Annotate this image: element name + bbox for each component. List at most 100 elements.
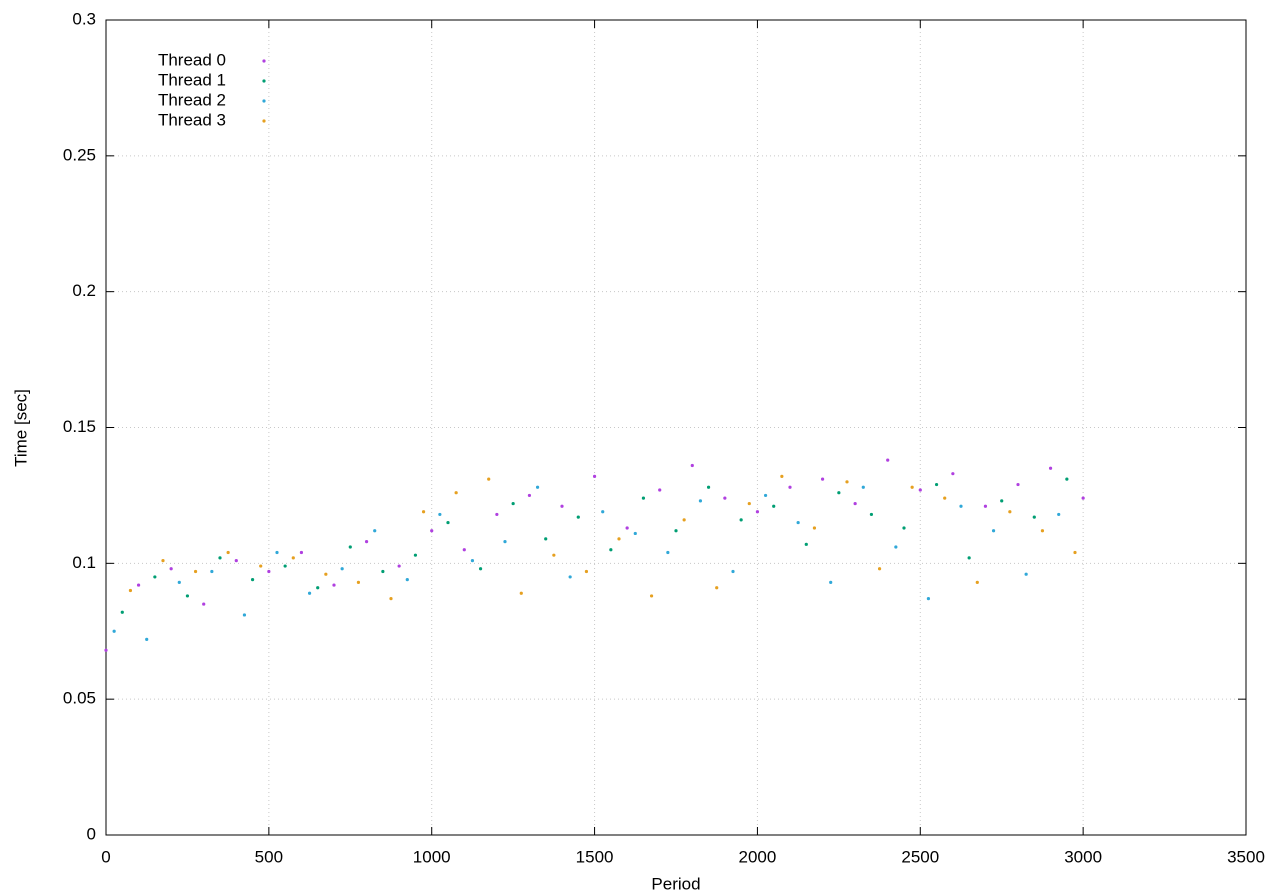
x-tick-label: 0	[101, 847, 110, 866]
point	[446, 520, 450, 525]
x-tick-label: 3000	[1064, 847, 1102, 866]
point	[185, 594, 190, 598]
x-tick-label: 2000	[739, 847, 777, 866]
point	[177, 580, 181, 584]
point	[373, 529, 377, 533]
point	[902, 526, 906, 530]
y-tick-label: 0.25	[63, 145, 96, 164]
point	[780, 474, 784, 478]
point	[1016, 482, 1020, 487]
point	[739, 518, 743, 522]
point	[682, 518, 686, 522]
point	[820, 477, 825, 481]
point	[641, 496, 646, 500]
point	[364, 540, 369, 544]
y-tick-label: 0	[87, 824, 96, 843]
point	[503, 540, 507, 544]
point	[894, 545, 898, 549]
point	[788, 485, 792, 489]
point	[633, 531, 637, 536]
point	[332, 583, 336, 587]
point	[413, 553, 418, 557]
point	[812, 526, 817, 530]
point	[975, 580, 979, 584]
point	[291, 556, 295, 560]
point	[462, 548, 466, 552]
point	[381, 569, 385, 574]
point	[511, 501, 515, 506]
point	[991, 529, 996, 533]
point	[796, 520, 800, 525]
point	[250, 578, 255, 582]
y-tick-label: 0.15	[63, 417, 96, 436]
point	[763, 493, 768, 498]
point	[943, 496, 947, 500]
point	[706, 485, 711, 489]
point	[519, 591, 523, 595]
point	[307, 591, 312, 595]
point	[161, 559, 165, 563]
point	[853, 501, 857, 506]
point	[478, 567, 483, 571]
point	[348, 545, 352, 549]
y-tick-label: 0.2	[72, 281, 96, 300]
point	[527, 493, 532, 498]
legend-label: Thread 1	[158, 70, 226, 89]
y-tick-label: 0.05	[63, 689, 96, 708]
point	[104, 648, 108, 652]
point	[544, 537, 548, 541]
point	[1024, 572, 1028, 576]
point	[1048, 466, 1053, 470]
x-tick-label: 1500	[576, 847, 614, 866]
point	[584, 569, 589, 574]
y-tick-label: 0.1	[72, 553, 96, 572]
point	[397, 564, 401, 568]
x-tick-label: 3500	[1227, 847, 1265, 866]
point	[324, 572, 328, 576]
point	[617, 537, 621, 541]
point	[983, 504, 988, 508]
point	[169, 567, 173, 571]
point	[576, 515, 580, 519]
point	[698, 499, 703, 503]
point	[1040, 529, 1045, 533]
legend-marker	[262, 99, 266, 103]
point	[658, 488, 662, 492]
point	[275, 550, 279, 555]
point	[535, 485, 540, 489]
point	[340, 567, 344, 571]
point	[153, 575, 157, 579]
point	[283, 564, 287, 568]
y-tick-label: 0.3	[72, 9, 96, 28]
point	[772, 504, 776, 508]
point	[747, 501, 751, 506]
point	[267, 569, 271, 574]
point	[910, 485, 914, 489]
point	[552, 553, 556, 557]
legend-marker	[262, 79, 266, 83]
point	[421, 510, 426, 514]
point	[495, 512, 499, 517]
point	[959, 504, 963, 508]
legend-label: Thread 0	[158, 50, 226, 69]
point	[837, 491, 841, 495]
point	[218, 556, 222, 560]
x-axis-label: Period	[651, 874, 700, 893]
point	[430, 529, 434, 533]
point	[1057, 512, 1061, 517]
x-tick-label: 500	[255, 847, 283, 866]
point	[193, 569, 198, 574]
point	[316, 586, 320, 590]
point	[609, 548, 613, 552]
point	[234, 559, 238, 563]
point	[592, 474, 597, 478]
point	[136, 583, 141, 587]
point	[259, 564, 263, 568]
point	[690, 463, 694, 468]
legend-label: Thread 3	[158, 110, 226, 129]
point	[886, 458, 890, 462]
point	[625, 526, 629, 530]
point	[1065, 477, 1069, 481]
point	[299, 550, 304, 555]
point	[568, 575, 572, 579]
